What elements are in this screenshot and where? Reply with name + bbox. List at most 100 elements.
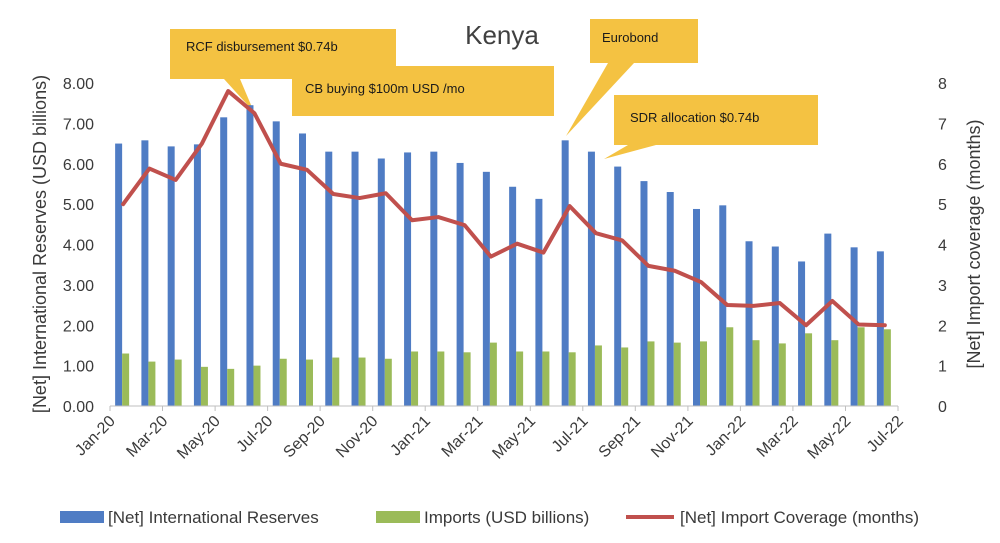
imports-bar-Mar-20 xyxy=(174,359,182,406)
reserves-bar-Nov-21 xyxy=(693,208,700,406)
y-right-tick-label: 3 xyxy=(938,278,947,295)
reserves-bar-Apr-22 xyxy=(824,233,832,406)
y-right-tick-label: 7 xyxy=(938,116,947,133)
reserves-bar-Mar-20 xyxy=(167,146,175,406)
x-tick-label: Nov-20 xyxy=(333,413,382,462)
reserves-bar-Jan-22 xyxy=(745,241,753,406)
y-left-tick-label: 4.00 xyxy=(63,238,94,255)
imports-bar-Nov-21 xyxy=(700,341,707,406)
legend-label: [Net] Import Coverage (months) xyxy=(680,508,919,527)
reserves-bar-Oct-21 xyxy=(666,192,674,406)
imports-bar-Apr-20 xyxy=(200,366,208,406)
callout-box xyxy=(292,66,554,116)
imports-bar-Apr-22 xyxy=(831,340,839,406)
callout-box xyxy=(614,95,818,145)
imports-bar-Jan-20 xyxy=(122,353,130,406)
legend-swatch xyxy=(376,511,420,523)
imports-bar-Jun-21 xyxy=(568,352,576,406)
chart-title: Kenya xyxy=(465,20,539,50)
y-left-tick-label: 1.00 xyxy=(63,359,94,376)
x-tick-label: May-20 xyxy=(174,413,224,463)
annotations xyxy=(170,19,818,159)
imports-bar-May-22 xyxy=(857,327,865,406)
imports-bar-Mar-21 xyxy=(489,342,497,406)
reserves-bar-Oct-20 xyxy=(351,151,359,406)
reserves-bar-Jan-20 xyxy=(115,143,123,406)
callout-pointer xyxy=(566,63,634,136)
reserves-bar-May-20 xyxy=(220,117,228,406)
callout-labels: RCF disbursement $0.74b CB buying $100m U… xyxy=(186,30,759,125)
x-tick-label: Sep-21 xyxy=(596,413,645,462)
imports-bar-Feb-22 xyxy=(778,343,786,406)
callout-1 xyxy=(292,66,554,116)
reserves-bar-Sep-21 xyxy=(640,181,648,406)
legend-swatch xyxy=(60,511,104,523)
reserves-bar-Apr-21 xyxy=(509,186,517,406)
reserves-bar-Feb-20 xyxy=(141,140,149,406)
y-left-tick-label: 8.00 xyxy=(63,76,94,93)
reserves-bar-May-22 xyxy=(850,247,858,406)
x-tick-label: Mar-21 xyxy=(439,413,487,461)
imports-bar-May-20 xyxy=(227,368,235,406)
callout-label: Eurobond xyxy=(602,30,658,45)
reserves-bar-Jun-21 xyxy=(561,140,569,406)
y-axis-left-title: [Net] International Reserves (USD billio… xyxy=(30,75,50,413)
callout-2 xyxy=(566,19,698,136)
imports-bar-May-21 xyxy=(542,351,550,406)
imports-bar-Oct-21 xyxy=(673,342,681,406)
imports-bar-Aug-21 xyxy=(621,347,629,406)
y-left-tick-label: 0.00 xyxy=(63,399,94,416)
x-tick-label: Jan-22 xyxy=(703,413,750,460)
imports-bar-Sep-21 xyxy=(647,341,655,406)
x-tick-label: Jul-20 xyxy=(234,413,277,456)
y-right-tick-label: 6 xyxy=(938,157,947,174)
reserves-bar-Jun-20 xyxy=(246,105,254,407)
reserves-bar-Mar-22 xyxy=(798,261,806,406)
imports-bar-Jun-20 xyxy=(253,365,261,407)
x-tick-label: Mar-22 xyxy=(754,413,802,461)
imports-bar-Feb-20 xyxy=(148,361,156,406)
y-right-tick-label: 8 xyxy=(938,76,947,93)
reserves-bar-Jan-21 xyxy=(430,151,438,406)
x-tick-label: Jan-20 xyxy=(72,413,119,460)
y-axis-right-title: [Net] Import coverage (months) xyxy=(964,119,984,368)
legend-label: [Net] International Reserves xyxy=(108,508,319,527)
callout-label: RCF disbursement $0.74b xyxy=(186,39,338,54)
imports-bar-Jun-22 xyxy=(883,329,891,406)
imports-bar-Jan-21 xyxy=(437,351,445,406)
callout-label: CB buying $100m USD /mo xyxy=(305,81,465,96)
imports-bar-Jan-22 xyxy=(752,340,760,406)
x-tick-label: Sep-20 xyxy=(280,413,329,462)
legend: [Net] International Reserves Imports (USD… xyxy=(60,508,919,527)
x-tick-label: May-22 xyxy=(805,413,855,463)
x-tick-label: May-21 xyxy=(489,413,539,463)
reserves-bar-Jul-20 xyxy=(272,121,280,407)
reserves-bar-Jul-21 xyxy=(587,151,595,406)
reserves-bar-May-21 xyxy=(535,198,543,406)
x-tick-label: Nov-21 xyxy=(648,413,697,462)
imports-bar-Apr-21 xyxy=(516,351,524,406)
y-left-tick-label: 2.00 xyxy=(63,318,94,335)
imports-bar-Dec-21 xyxy=(726,327,734,406)
imports-bar-Aug-20 xyxy=(306,359,313,406)
import-coverage-line xyxy=(121,89,887,328)
reserves-bar-Aug-20 xyxy=(299,133,306,406)
legend-label: Imports (USD billions) xyxy=(424,508,589,527)
imports-bar-Oct-20 xyxy=(358,357,366,406)
callout-pointer xyxy=(224,79,254,112)
callout-label: SDR allocation $0.74b xyxy=(630,110,759,125)
callout-pointer xyxy=(604,145,656,159)
imports-bar-Mar-22 xyxy=(805,333,813,406)
imports-bar-Jul-21 xyxy=(594,345,602,406)
y-right-tick-label: 0 xyxy=(938,399,947,416)
imports-bar-Dec-20 xyxy=(411,351,419,406)
reserves-bar-Jun-22 xyxy=(876,251,884,406)
callout-box xyxy=(590,19,698,63)
y-right-tick-label: 4 xyxy=(938,238,947,255)
line-series xyxy=(121,89,887,328)
reserves-bar-Dec-21 xyxy=(719,205,727,406)
reserves-bar-Aug-21 xyxy=(614,166,622,406)
x-tick-label: Jul-22 xyxy=(864,413,907,456)
x-tick-label: Jan-21 xyxy=(387,413,434,460)
